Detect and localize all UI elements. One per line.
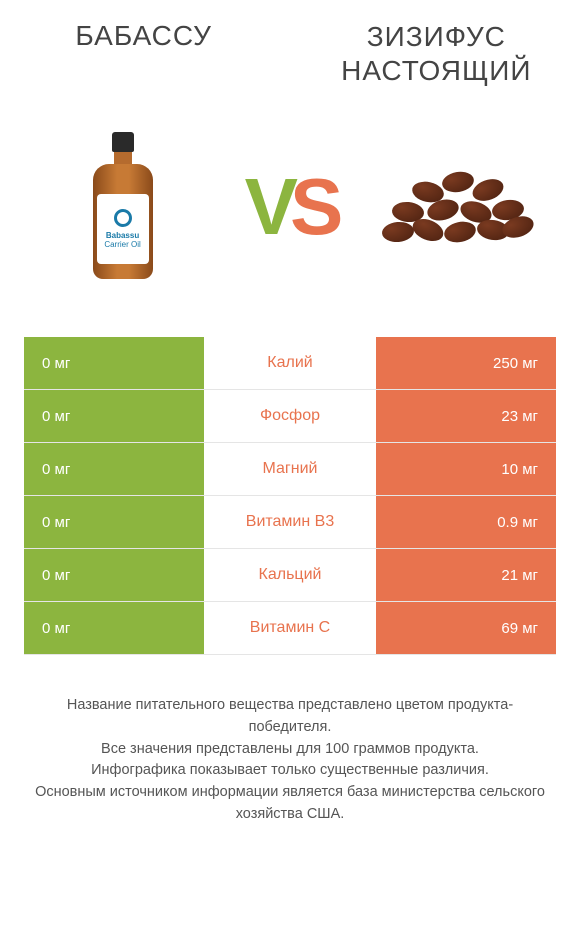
table-row: 0 мг Фосфор 23 мг	[24, 390, 556, 443]
titles-row: БАБАССУ ЗИЗИФУС НАСТОЯЩИЙ	[24, 20, 556, 87]
cell-label: Фосфор	[204, 407, 376, 425]
vs-label: VS	[245, 161, 336, 253]
table-row: 0 мг Калий 250 мг	[24, 337, 556, 390]
cell-label: Калий	[204, 354, 376, 372]
cell-right: 0.9 мг	[376, 496, 556, 548]
cell-label: Кальций	[204, 566, 376, 584]
title-right: ЗИЗИФУС НАСТОЯЩИЙ	[317, 20, 556, 87]
nutrition-table: 0 мг Калий 250 мг 0 мг Фосфор 23 мг 0 мг…	[24, 337, 556, 655]
images-row: Babassu Carrier Oil VS	[24, 117, 556, 297]
cell-left: 0 мг	[24, 443, 204, 495]
table-row: 0 мг Витамин C 69 мг	[24, 602, 556, 655]
cell-left: 0 мг	[24, 602, 204, 654]
cell-left: 0 мг	[24, 390, 204, 442]
cell-right: 250 мг	[376, 337, 556, 389]
babassu-bottle-icon: Babassu Carrier Oil	[93, 132, 153, 282]
bottle-label-sub: Carrier Oil	[104, 240, 140, 249]
vs-s: S	[290, 162, 335, 251]
cell-label: Витамин B3	[204, 513, 376, 531]
title-right-line2: НАСТОЯЩИЙ	[317, 54, 556, 88]
cell-left: 0 мг	[24, 496, 204, 548]
title-left: БАБАССУ	[24, 20, 263, 52]
footer-line: Основным источником информации является …	[34, 782, 546, 826]
product-left-image: Babassu Carrier Oil	[48, 127, 198, 287]
footer-line: Все значения представлены для 100 граммо…	[34, 739, 546, 761]
cell-left: 0 мг	[24, 337, 204, 389]
footer-line: Инфографика показывает только существенн…	[34, 760, 546, 782]
vs-v: V	[245, 162, 290, 251]
table-row: 0 мг Витамин B3 0.9 мг	[24, 496, 556, 549]
product-right-image	[382, 127, 532, 287]
cell-right: 21 мг	[376, 549, 556, 601]
cell-left: 0 мг	[24, 549, 204, 601]
cell-right: 69 мг	[376, 602, 556, 654]
title-right-line1: ЗИЗИФУС	[317, 20, 556, 54]
cell-label: Витамин C	[204, 619, 376, 637]
cell-right: 10 мг	[376, 443, 556, 495]
table-row: 0 мг Магний 10 мг	[24, 443, 556, 496]
footer-line: Название питательного вещества представл…	[34, 695, 546, 739]
footer-text: Название питательного вещества представл…	[24, 695, 556, 826]
cell-label: Магний	[204, 460, 376, 478]
table-row: 0 мг Кальций 21 мг	[24, 549, 556, 602]
jujube-pile-icon	[382, 162, 532, 252]
bottle-label-name: Babassu	[106, 231, 139, 240]
cell-right: 23 мг	[376, 390, 556, 442]
